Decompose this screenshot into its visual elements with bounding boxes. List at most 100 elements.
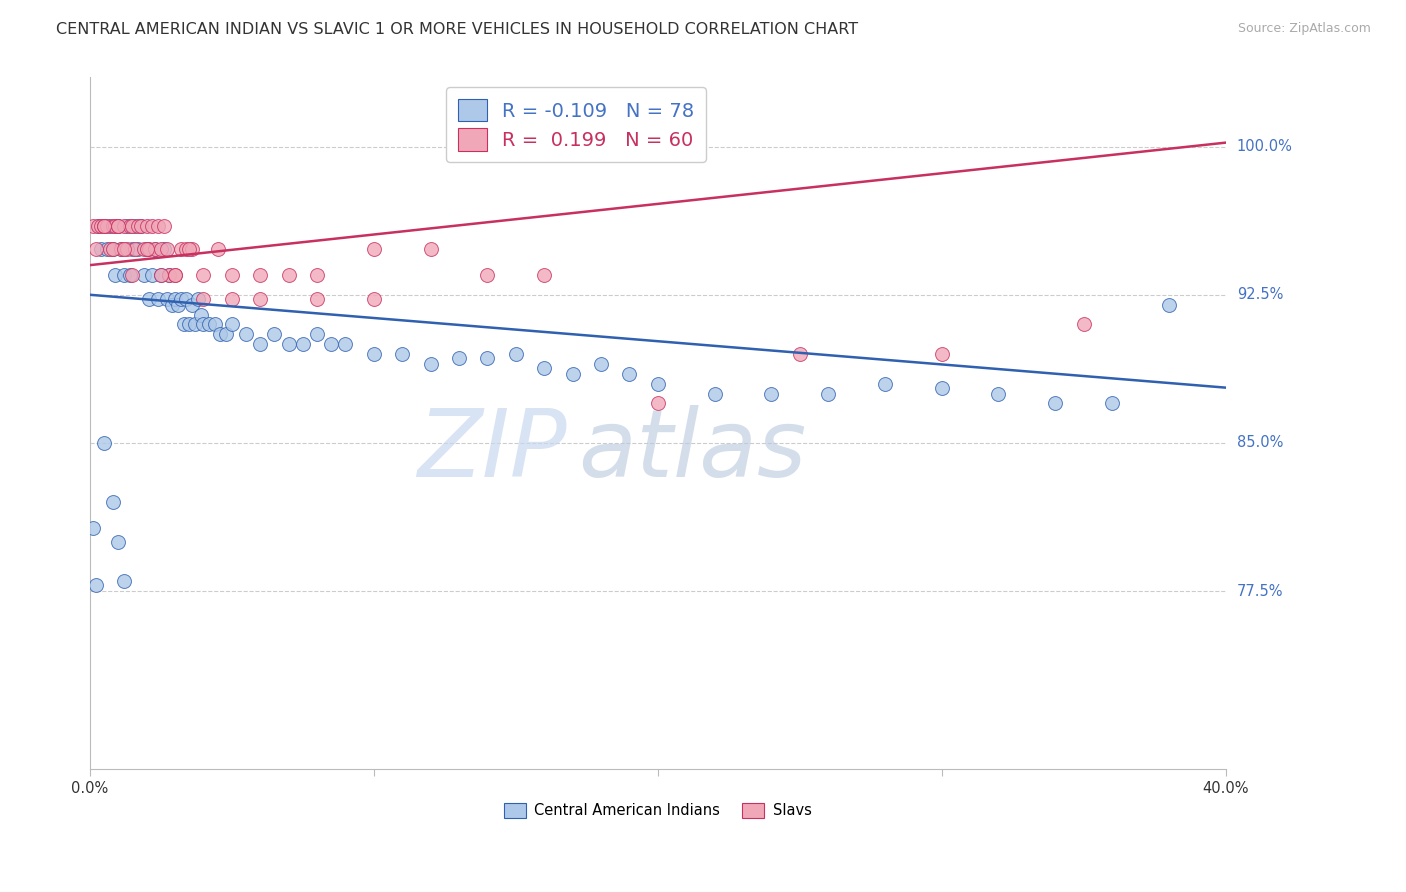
Point (118, 268, 141, 282)
Point (121, 268, 143, 282)
Point (190, 308, 212, 322)
Point (149, 268, 172, 282)
Point (193, 318, 215, 332)
Point (561, 367, 583, 381)
Point (121, 219, 143, 233)
Point (101, 495, 124, 509)
Point (127, 219, 149, 233)
Point (110, 243, 132, 257)
Point (93, 436, 115, 450)
Point (305, 268, 328, 282)
Text: 100.0%: 100.0% (1237, 139, 1292, 154)
Point (96, 243, 118, 257)
Point (305, 327, 328, 342)
Point (204, 318, 226, 332)
Point (873, 376, 896, 391)
Point (90, 219, 112, 233)
Point (277, 268, 299, 282)
Point (647, 396, 669, 410)
Point (87, 219, 110, 233)
Point (207, 243, 229, 257)
Point (112, 243, 135, 257)
Point (163, 268, 186, 282)
Point (505, 347, 527, 361)
Point (291, 337, 314, 351)
Point (98, 219, 121, 233)
Point (533, 360, 555, 375)
Point (363, 347, 385, 361)
Point (93, 219, 115, 233)
Point (533, 268, 555, 282)
Point (107, 219, 129, 233)
Point (176, 292, 198, 306)
Point (419, 357, 441, 371)
Point (221, 292, 243, 306)
Point (118, 219, 141, 233)
Point (124, 243, 146, 257)
Point (157, 268, 180, 282)
Point (277, 337, 299, 351)
Point (321, 337, 343, 351)
Point (173, 318, 195, 332)
Point (112, 219, 135, 233)
Point (152, 219, 174, 233)
Point (90, 243, 112, 257)
Point (104, 268, 127, 282)
Point (107, 534, 129, 549)
Point (110, 243, 132, 257)
Point (987, 386, 1010, 401)
Point (1101, 396, 1123, 410)
Point (101, 243, 124, 257)
Point (209, 327, 232, 342)
Point (143, 243, 166, 257)
Point (101, 243, 124, 257)
Point (931, 347, 953, 361)
Point (121, 243, 143, 257)
Point (179, 243, 201, 257)
Point (160, 298, 183, 312)
Point (141, 219, 163, 233)
Point (82, 219, 104, 233)
Point (193, 268, 215, 282)
Point (93, 219, 115, 233)
Point (176, 243, 198, 257)
Point (101, 219, 124, 233)
Point (170, 243, 193, 257)
Point (167, 298, 190, 312)
Point (447, 351, 470, 365)
Point (84, 578, 107, 592)
Point (149, 243, 172, 257)
Point (96, 219, 118, 233)
Point (221, 268, 243, 282)
Point (124, 219, 146, 233)
Point (138, 292, 160, 306)
Point (335, 337, 357, 351)
Point (363, 243, 385, 257)
Point (477, 351, 499, 365)
Point (93, 219, 115, 233)
Point (129, 219, 152, 233)
Point (104, 219, 127, 233)
Point (127, 243, 149, 257)
Point (761, 386, 783, 401)
Point (152, 243, 174, 257)
Point (249, 268, 271, 282)
Point (170, 292, 193, 306)
Point (155, 292, 177, 306)
Point (107, 219, 129, 233)
Point (135, 219, 157, 233)
Point (1073, 318, 1095, 332)
Point (155, 243, 177, 257)
Point (249, 337, 271, 351)
Point (98, 243, 121, 257)
Point (249, 292, 271, 306)
Point (789, 347, 811, 361)
Point (146, 219, 169, 233)
Point (391, 347, 413, 361)
Point (132, 268, 155, 282)
Point (619, 367, 641, 381)
Point (477, 268, 499, 282)
Point (138, 243, 160, 257)
Point (107, 219, 129, 233)
Point (1157, 298, 1180, 312)
